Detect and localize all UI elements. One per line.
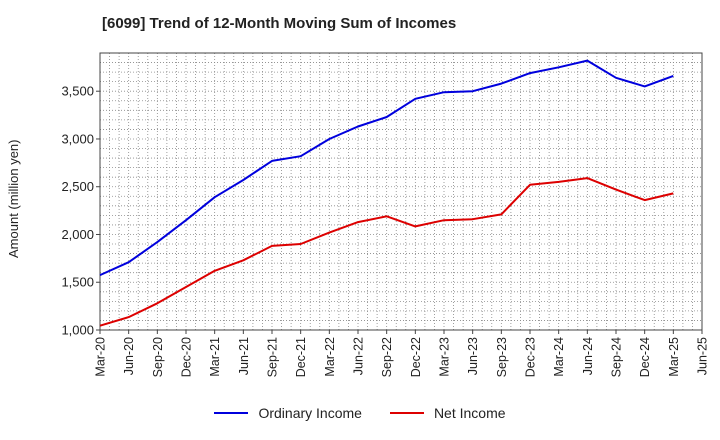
y-tick-label: 2,000 xyxy=(61,227,94,242)
x-tick-label: Dec-20 xyxy=(180,337,194,377)
series-line-ordinary-income xyxy=(99,59,674,277)
chart-title: [6099] Trend of 12-Month Moving Sum of I… xyxy=(102,15,457,32)
y-tick-label: 3,000 xyxy=(61,131,94,146)
x-tick-label: Mar-21 xyxy=(208,337,222,377)
x-tick-label: Jun-24 xyxy=(581,337,595,375)
y-axis-label: Amount (million yen) xyxy=(6,139,21,259)
y-tick-label: 3,500 xyxy=(61,84,94,99)
x-tick-label: Jun-23 xyxy=(466,337,480,375)
x-tick-label: Sep-23 xyxy=(495,337,509,377)
x-tick-label: Sep-24 xyxy=(610,337,624,377)
plot-border xyxy=(99,52,703,331)
legend-item-ordinary-income: Ordinary Income xyxy=(214,405,362,421)
x-tick-label: Mar-22 xyxy=(323,337,337,377)
x-tick-label: Dec-22 xyxy=(409,337,423,377)
x-tick-label: Mar-20 xyxy=(94,337,108,377)
x-tick-label: Dec-23 xyxy=(524,337,538,377)
x-tick-label: Sep-20 xyxy=(151,337,165,377)
x-tick-label: Jun-20 xyxy=(122,337,136,375)
x-tick-label: Sep-22 xyxy=(380,337,394,377)
y-tick-label: 2,500 xyxy=(61,179,94,194)
legend-swatch-net-income xyxy=(389,412,424,414)
x-tick-label: Mar-24 xyxy=(552,337,566,377)
legend-label-net-income: Net Income xyxy=(433,405,506,421)
x-tick-label: Jun-25 xyxy=(696,337,710,375)
x-tick-label: Sep-21 xyxy=(266,337,280,377)
legend-label-ordinary-income: Ordinary Income xyxy=(258,405,362,421)
series-line-net-income xyxy=(99,177,674,327)
legend: Ordinary Income Net Income xyxy=(0,405,720,421)
x-tick-label: Mar-23 xyxy=(438,337,452,377)
x-tick-label: Dec-24 xyxy=(638,337,652,377)
x-tick-label: Jun-22 xyxy=(352,337,366,375)
y-tick-label: 1,000 xyxy=(61,323,94,338)
plot-area xyxy=(100,53,702,330)
x-tick-label: Jun-21 xyxy=(237,337,251,375)
x-tick-label: Dec-21 xyxy=(294,337,308,377)
x-tick-label: Mar-25 xyxy=(667,337,681,377)
y-tick-label: 1,500 xyxy=(61,275,94,290)
legend-item-net-income: Net Income xyxy=(389,405,506,421)
legend-swatch-ordinary-income xyxy=(214,412,249,414)
